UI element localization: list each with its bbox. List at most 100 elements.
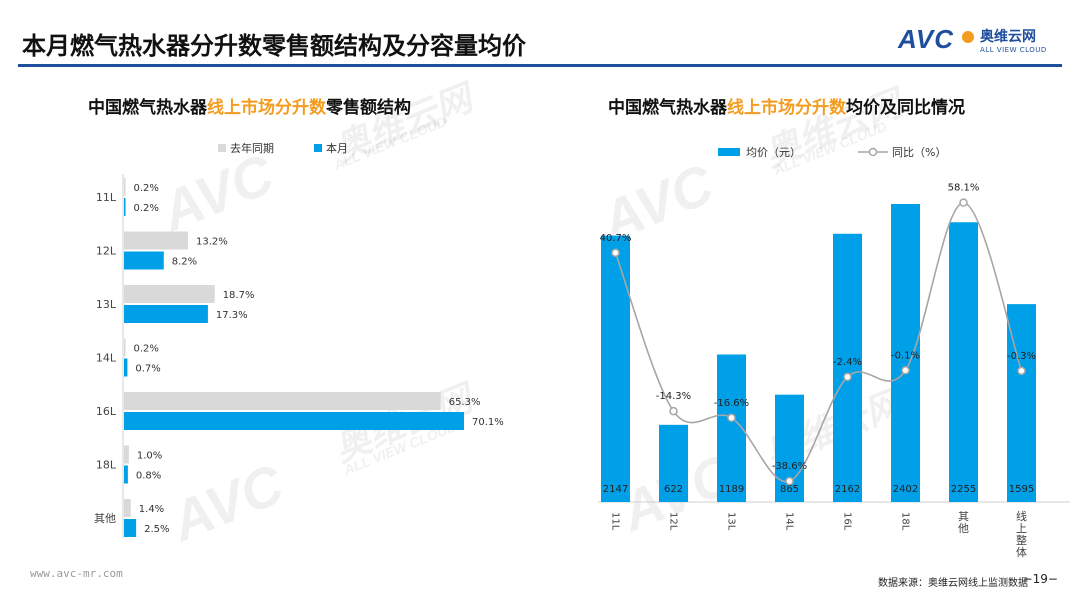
- price-bar: [949, 222, 978, 502]
- logo-cn: 奥维云网: [980, 29, 1036, 45]
- price-value-label: 1595: [1009, 484, 1034, 495]
- bar-current: [124, 358, 128, 377]
- bar-current: [124, 412, 464, 430]
- yoy-point: [843, 372, 852, 382]
- price-bar: [659, 424, 688, 502]
- legend-marker-yoy: [868, 147, 878, 157]
- category-label: 16L: [96, 405, 117, 418]
- page-title: 本月燃气热水器分升数零售额结构及分容量均价: [22, 32, 526, 60]
- bar-last-year: [124, 445, 129, 464]
- yoy-label: 40.7%: [600, 233, 632, 244]
- data-label: 65.3%: [449, 397, 481, 408]
- price-value-label: 2147: [603, 484, 628, 495]
- yoy-point: [959, 198, 968, 207]
- price-bar: [601, 235, 630, 502]
- yoy-label: 58.1%: [948, 183, 980, 194]
- price-combo-chart: 均价（元） 同比（%） 2147 11L 622 12L 1189 13L 865 14L 2162…: [598, 146, 1070, 559]
- bar-last-year: [124, 231, 189, 250]
- category-label: 其他: [958, 510, 969, 535]
- yoy-label: -2.4%: [833, 357, 862, 368]
- category-label: 线上整体: [1016, 509, 1027, 559]
- avc-logo: AVC 奥维云网 ALL VIEW CLOUD: [898, 22, 1058, 62]
- yoy-label: -16.6%: [714, 398, 749, 409]
- yoy-point: [901, 366, 910, 375]
- category-label: 其他: [94, 512, 116, 525]
- legend-swatch-price: [718, 148, 740, 156]
- yoy-label: -38.6%: [772, 461, 807, 472]
- left-chart-title: 中国燃气热水器线上市场分升数零售额结构: [88, 93, 411, 118]
- left-title-prefix: 中国燃气热水器: [88, 98, 207, 118]
- yoy-label: -14.3%: [656, 391, 691, 402]
- data-label: 0.2%: [134, 203, 159, 214]
- yoy-point: [727, 413, 736, 423]
- bar-last-year: [124, 338, 126, 357]
- price-value-label: 865: [780, 484, 799, 495]
- right-chart-title: 中国燃气热水器线上市场分升数均价及同比情况: [608, 93, 965, 118]
- legend-label-current: 本月: [326, 141, 348, 155]
- bar-last-year: [124, 499, 131, 517]
- left-title-suffix: 零售额结构: [326, 98, 411, 118]
- bar-current: [124, 519, 137, 537]
- data-label: 13.2%: [196, 237, 228, 248]
- data-label: 70.1%: [472, 417, 504, 428]
- data-label: 8.2%: [172, 257, 197, 268]
- yoy-label: -0.1%: [891, 350, 920, 361]
- yoy-point: [1017, 366, 1026, 376]
- price-value-label: 1189: [719, 484, 744, 495]
- category-label: 16L: [842, 512, 853, 531]
- data-label: 0.8%: [136, 471, 161, 482]
- price-value-label: 622: [664, 484, 683, 495]
- legend-label-last-year: 去年同期: [230, 141, 274, 155]
- data-label: 2.5%: [144, 524, 169, 535]
- yoy-label: -0.3%: [1007, 351, 1036, 362]
- legend-swatch-last-year: [218, 144, 226, 152]
- category-label: 13L: [96, 298, 117, 311]
- bar-last-year: [124, 392, 441, 410]
- data-source: 数据来源：奥维云网线上监测数据: [878, 578, 1028, 589]
- category-label: 13L: [726, 512, 737, 531]
- left-title-highlight: 线上市场分升数: [207, 98, 326, 118]
- data-label: 0.7%: [135, 364, 160, 375]
- bar-current: [124, 198, 126, 216]
- yoy-point: [669, 406, 678, 416]
- right-title-prefix: 中国燃气热水器: [608, 98, 727, 118]
- price-bar: [891, 204, 920, 502]
- logo-text: AVC: [898, 24, 954, 54]
- logo-en: ALL VIEW CLOUD: [980, 46, 1047, 54]
- data-label: 0.2%: [134, 183, 159, 194]
- title-divider: [18, 64, 1062, 67]
- data-label: 18.7%: [223, 290, 255, 301]
- price-bar: [833, 233, 862, 502]
- category-label: 11L: [96, 191, 117, 204]
- yoy-point: [611, 248, 620, 258]
- legend-label-yoy: 同比（%）: [892, 146, 946, 159]
- legend-label-price: 均价（元）: [746, 146, 801, 159]
- category-label: 11L: [610, 512, 621, 531]
- price-value-label: 2402: [893, 484, 918, 495]
- price-value-label: 2255: [951, 484, 976, 495]
- bar-current: [124, 251, 164, 270]
- data-label: 0.2%: [134, 344, 159, 355]
- data-label: 1.4%: [139, 504, 164, 515]
- right-title-highlight: 线上市场分升数: [727, 98, 846, 118]
- bar-last-year: [124, 178, 126, 196]
- bar-current: [124, 465, 128, 484]
- bar-current: [124, 305, 208, 323]
- bar-last-year: [124, 285, 215, 303]
- category-label: 18L: [900, 512, 911, 531]
- share-bar-chart: 去年同期 本月 11L 0.2% 0.2% 12L 13.2% 8.2% 13L 18.7% 17.…: [94, 141, 504, 538]
- data-label: 17.3%: [216, 310, 248, 321]
- category-label: 14L: [784, 512, 795, 531]
- category-label: 12L: [96, 245, 117, 258]
- category-label: 18L: [96, 459, 117, 472]
- category-label: 14L: [96, 352, 117, 365]
- price-value-label: 2162: [835, 484, 860, 495]
- category-label: 12L: [668, 512, 679, 531]
- yoy-point: [785, 476, 794, 486]
- website-url: www.avc-mr.com: [30, 567, 123, 580]
- right-title-suffix: 均价及同比情况: [846, 98, 965, 118]
- logo-dot-icon: [962, 31, 974, 43]
- legend-swatch-current: [314, 144, 322, 152]
- page-number: −19−: [1022, 572, 1058, 586]
- data-label: 1.0%: [137, 451, 162, 462]
